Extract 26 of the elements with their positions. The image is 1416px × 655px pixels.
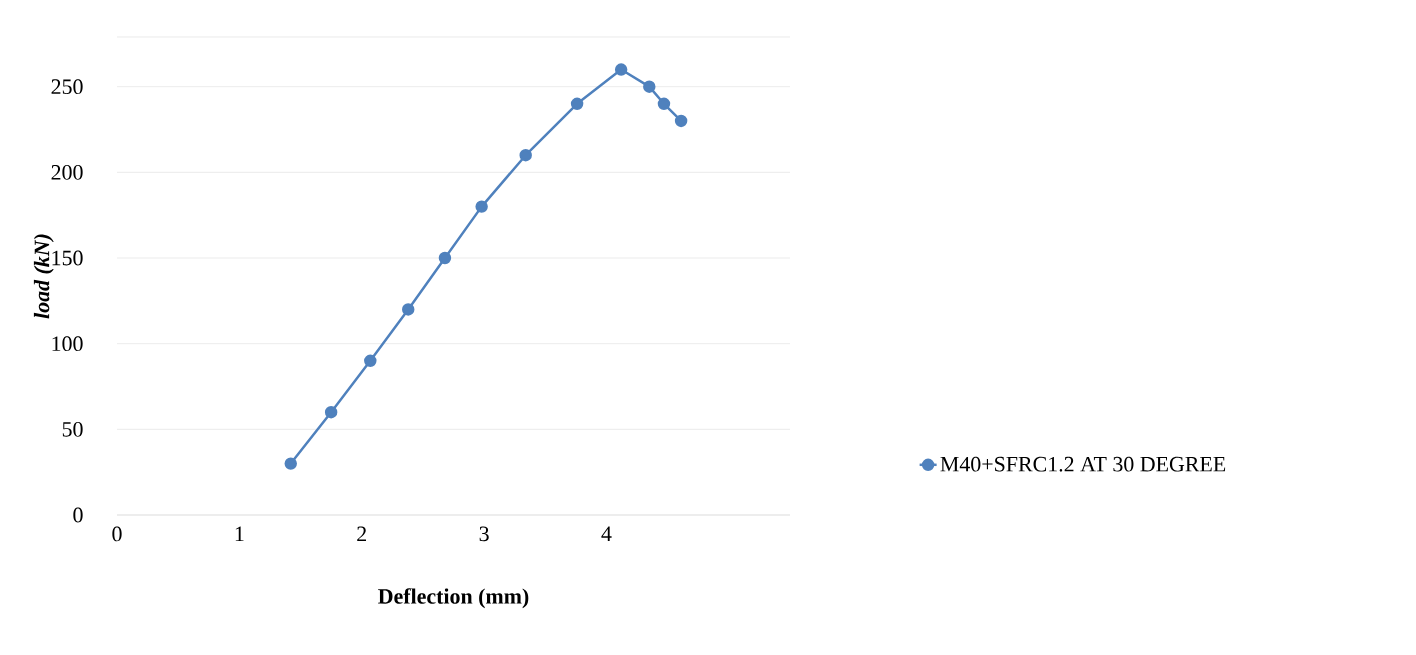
point [438, 251, 452, 265]
point [324, 405, 338, 419]
y-tick-label: 100 [52, 336, 83, 352]
x-tick-label: 3 [479, 526, 489, 542]
x-tick-label: 4 [601, 526, 612, 541]
x-tick-label: 1 [235, 526, 244, 541]
point [614, 63, 628, 76]
point [519, 148, 532, 162]
point [657, 97, 671, 111]
y-axis-title: load (kN) [33, 234, 54, 319]
x-tick-label: 0 [112, 526, 122, 542]
y-tick-label: 150 [52, 250, 83, 266]
point [284, 457, 297, 470]
point [402, 303, 415, 316]
point [364, 354, 377, 368]
y-tick-label: 50 [62, 421, 83, 437]
point [475, 200, 488, 213]
x-axis-title: Deflection (mm) [378, 588, 529, 609]
legend-label: M40+SFRC1.2 AT 30 DEGREE [940, 456, 1226, 472]
y-tick-label: 200 [51, 164, 83, 180]
y-tick-label: 250 [51, 79, 83, 95]
point [643, 80, 656, 93]
point [570, 97, 584, 111]
y-tick-label: 0 [73, 507, 83, 523]
x-tick-label: 2 [357, 526, 366, 542]
point [674, 114, 688, 128]
